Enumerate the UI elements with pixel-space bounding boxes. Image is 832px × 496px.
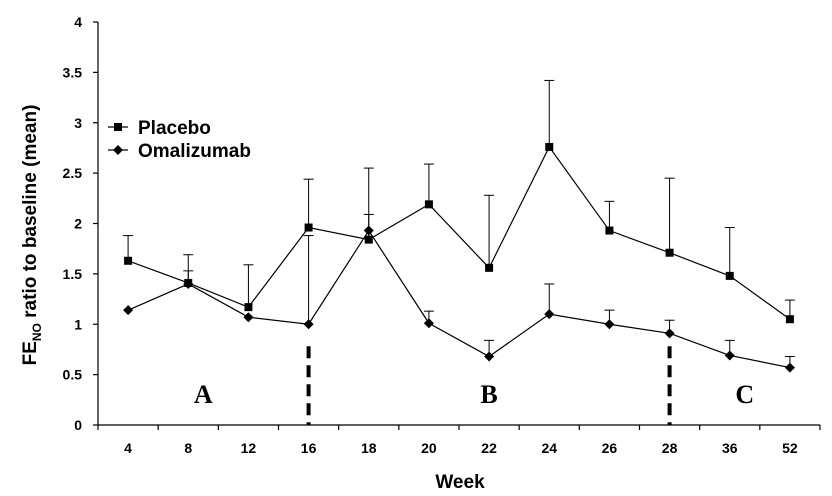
data-point bbox=[484, 351, 495, 362]
x-tick-label: 24 bbox=[541, 440, 557, 456]
x-tick-label: 36 bbox=[722, 440, 738, 456]
data-point bbox=[303, 319, 314, 330]
data-point bbox=[604, 319, 615, 330]
legend-marker bbox=[114, 123, 122, 131]
legend-label: Placebo bbox=[138, 118, 211, 139]
data-point bbox=[785, 315, 794, 324]
data-point bbox=[363, 225, 374, 236]
x-tick-label: 52 bbox=[782, 440, 798, 456]
data-point bbox=[123, 305, 134, 316]
phase-label: B bbox=[480, 380, 497, 409]
data-point bbox=[364, 235, 373, 244]
y-tick-label: 2 bbox=[74, 216, 82, 232]
y-tick-label: 3.5 bbox=[63, 64, 83, 80]
x-tick-label: 22 bbox=[481, 440, 497, 456]
phase-dividers bbox=[306, 346, 672, 425]
legend-item: Placebo bbox=[108, 118, 211, 139]
series-line bbox=[127, 229, 791, 369]
data-point bbox=[243, 312, 254, 323]
chart-axes bbox=[97, 22, 820, 426]
phase-labels: A B C bbox=[194, 380, 754, 409]
phase-label: A bbox=[194, 380, 213, 409]
y-tick-label: 0.5 bbox=[63, 367, 83, 383]
data-point bbox=[183, 278, 194, 289]
y-tick-label: 0 bbox=[74, 417, 82, 433]
data-point bbox=[124, 256, 133, 265]
y-tick-label: 4 bbox=[74, 14, 82, 30]
series-placebo bbox=[123, 79, 795, 324]
data-point bbox=[725, 271, 734, 280]
x-axis-ticks: 4 8 12 16 18 20 22 24 26 28 36 52 bbox=[97, 425, 821, 456]
y-tick-label: 1.5 bbox=[63, 266, 83, 282]
x-tick-label: 18 bbox=[361, 440, 377, 456]
data-point bbox=[485, 263, 494, 272]
y-tick-label: 2.5 bbox=[63, 165, 83, 181]
x-tick-label: 20 bbox=[421, 440, 437, 456]
y-axis-title: FENO ratio to baseline (mean) bbox=[20, 105, 44, 366]
x-tick-label: 4 bbox=[124, 440, 132, 456]
data-point bbox=[784, 362, 795, 373]
data-point bbox=[544, 309, 555, 320]
data-series bbox=[123, 79, 795, 373]
legend-label: Omalizumab bbox=[138, 141, 251, 162]
data-point bbox=[424, 200, 433, 209]
data-point bbox=[423, 318, 434, 329]
data-point bbox=[664, 328, 675, 339]
y-axis-ticks: 0 0.5 1 1.5 2 2.5 3 3.5 4 bbox=[63, 14, 98, 433]
y-tick-label: 3 bbox=[74, 115, 82, 131]
x-axis-title: Week bbox=[435, 472, 485, 493]
series-omalizumab bbox=[123, 213, 795, 373]
data-point bbox=[724, 350, 735, 361]
x-tick-label: 26 bbox=[602, 440, 618, 456]
data-point bbox=[304, 223, 313, 232]
data-point bbox=[665, 248, 674, 257]
x-tick-label: 16 bbox=[301, 440, 317, 456]
x-tick-label: 12 bbox=[241, 440, 257, 456]
x-tick-label: 28 bbox=[662, 440, 678, 456]
legend-item: Omalizumab bbox=[108, 141, 251, 162]
x-tick-label: 8 bbox=[184, 440, 192, 456]
phase-label: C bbox=[735, 380, 754, 409]
data-point bbox=[244, 303, 253, 312]
series-line bbox=[127, 145, 791, 320]
data-point bbox=[545, 142, 554, 151]
data-point bbox=[605, 226, 614, 235]
y-tick-label: 1 bbox=[74, 316, 82, 332]
legend-marker bbox=[113, 145, 123, 155]
